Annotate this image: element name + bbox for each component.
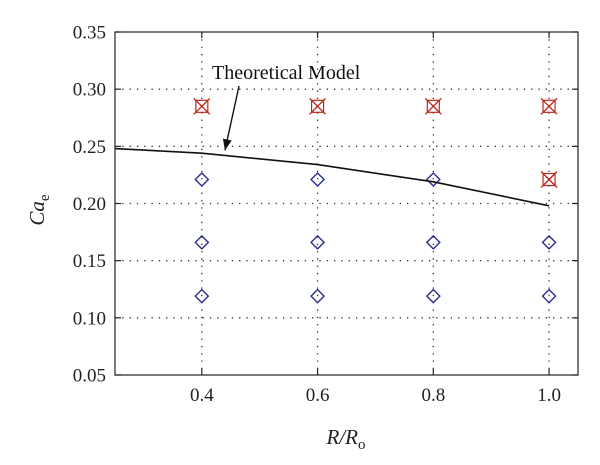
diamond-point xyxy=(310,288,326,304)
x-axis-label: R/Ro xyxy=(326,425,366,453)
cross-stroke xyxy=(193,97,211,115)
cross-stroke xyxy=(309,97,327,115)
cross-stroke xyxy=(540,97,558,115)
x-tick-label: 1.0 xyxy=(537,385,561,406)
cross-stroke xyxy=(540,170,558,188)
annotation-arrowhead xyxy=(222,138,232,151)
diamond-point xyxy=(425,234,441,250)
diamond-point xyxy=(425,172,441,187)
y-tick-labels: 0.05 0.10 0.15 0.20 0.25 0.30 0.35 xyxy=(73,23,106,387)
y-tick-label: 0.10 xyxy=(73,308,106,329)
y-axis-label: Cae xyxy=(25,194,53,226)
y-tick-label: 0.25 xyxy=(73,137,106,158)
cross-point xyxy=(540,170,558,188)
y-tick-label: 0.20 xyxy=(73,194,106,215)
annotation: Theoretical Model xyxy=(212,62,361,151)
diamond-point xyxy=(194,234,210,250)
theoretical-model-line xyxy=(114,147,550,207)
cross-point xyxy=(193,97,211,115)
cross-box xyxy=(542,172,556,187)
cross-stroke xyxy=(424,97,442,115)
x-tick-label: 0.4 xyxy=(190,385,214,406)
x-tick-label: 0.8 xyxy=(421,385,445,406)
cross-point xyxy=(540,97,558,115)
cross-box xyxy=(310,99,325,113)
y-tick-label: 0.30 xyxy=(73,80,106,101)
y-tick-label: 0.35 xyxy=(73,23,106,44)
cross-box xyxy=(195,99,209,113)
diamond-point xyxy=(310,172,326,187)
x-tick-labels: 0.4 0.6 0.8 1.0 xyxy=(190,385,561,406)
y-tick-label: 0.15 xyxy=(73,251,106,272)
cross-point xyxy=(309,97,327,115)
cross-box xyxy=(426,99,440,113)
diamond-point xyxy=(194,288,210,304)
y-tick-label: 0.05 xyxy=(73,366,106,387)
diamond-point xyxy=(194,172,210,187)
plot-frame xyxy=(114,31,579,376)
x-tick-label: 0.6 xyxy=(306,385,330,406)
annotation-label: Theoretical Model xyxy=(212,62,361,84)
diamond-point xyxy=(310,234,326,250)
diamond-point xyxy=(541,234,557,250)
diamond-point xyxy=(425,288,441,304)
data-series xyxy=(114,97,558,304)
grid xyxy=(115,32,578,375)
cross-box xyxy=(542,99,556,113)
cross-point xyxy=(424,97,442,115)
diamond-point xyxy=(541,288,557,304)
